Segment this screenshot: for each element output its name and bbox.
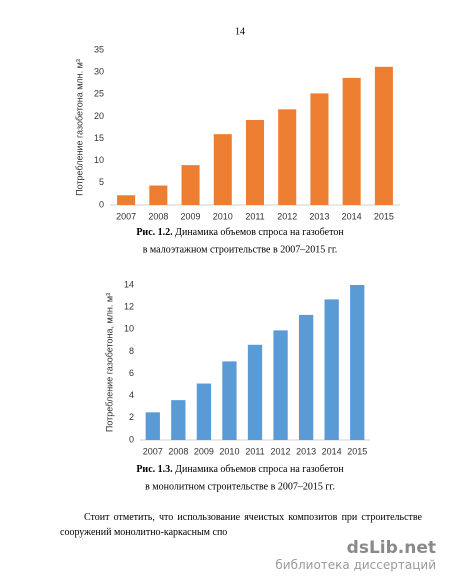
x-tick-label: 2011 [245,446,264,456]
y-tick-label: 6 [129,368,134,378]
y-tick-label: 25 [94,89,104,99]
watermark: dsLib.net библиотека диссертаций [275,538,436,572]
x-tick-label: 2015 [347,446,367,456]
bar [310,93,329,205]
x-tick-label: 2013 [309,211,329,221]
bar [196,383,212,440]
y-axis-label: Потребление газобетона млн. м³ [74,59,84,196]
caption-line: Динамика объемов спроса на газобетон [175,227,344,238]
y-tick-label: 2 [129,412,134,422]
x-tick-label: 2009 [194,446,214,456]
bar [298,314,314,440]
bar [350,285,365,440]
y-tick-label: 10 [94,155,104,165]
caption-label: Рис. 1.2. [136,227,173,238]
y-tick-label: 20 [94,111,104,121]
watermark-tagline: библиотека диссертаций [275,558,436,572]
paragraph: Стоит отметить, что использование ячеист… [60,512,422,538]
bar [245,119,265,205]
x-tick-label: 2013 [296,446,316,456]
x-tick-label: 2012 [277,211,297,221]
x-tick-label: 2014 [322,446,342,456]
x-tick-label: 2007 [116,211,136,221]
x-tick-label: 2014 [342,211,362,221]
y-tick-label: 5 [99,177,104,187]
y-tick-label: 10 [124,324,134,334]
bar [342,77,361,205]
y-tick-label: 4 [129,390,134,400]
y-axis-label: Потребление газобетона, млн. м³ [104,293,114,432]
y-tick-label: 30 [94,67,104,77]
x-tick-label: 2011 [245,211,264,221]
bar [278,109,297,205]
bar [145,412,160,440]
page-number: 14 [235,26,245,37]
y-tick-label: 35 [94,44,104,54]
bar [171,400,186,440]
y-tick-label: 0 [129,434,134,444]
x-tick-label: 2012 [271,446,291,456]
x-tick-label: 2010 [219,446,239,456]
x-tick-label: 2009 [181,211,201,221]
bar [374,66,393,205]
caption-line: в малоэтажном строительстве в 2007–2015 … [143,244,338,255]
bar [247,344,263,440]
y-tick-label: 8 [129,346,134,356]
caption-label: Рис. 1.3. [136,464,173,475]
caption-line: в монолитном строительстве в 2007–2015 г… [145,481,335,492]
bar [149,185,168,205]
y-tick-label: 12 [124,302,134,312]
figure-caption: Рис. 1.3. Динамика объемов спроса на газ… [136,464,344,475]
x-tick-label: 2010 [213,211,233,221]
y-tick-label: 14 [124,279,134,289]
bar [213,134,232,205]
figure-caption: Рис. 1.2. Динамика объемов спроса на газ… [136,227,344,238]
y-tick-label: 15 [94,133,104,143]
bar [117,195,136,205]
caption-line: Динамика объемов спроса на газобетон [175,464,344,475]
x-tick-label: 2008 [148,211,168,221]
bar [222,361,237,440]
bar [181,165,200,205]
x-tick-label: 2015 [374,211,394,221]
y-tick-label: 0 [99,199,104,209]
watermark-logo: dsLib.net [346,538,436,558]
bar [324,299,339,440]
bar [273,330,288,440]
x-tick-label: 2008 [168,446,188,456]
x-tick-label: 2007 [143,446,163,456]
